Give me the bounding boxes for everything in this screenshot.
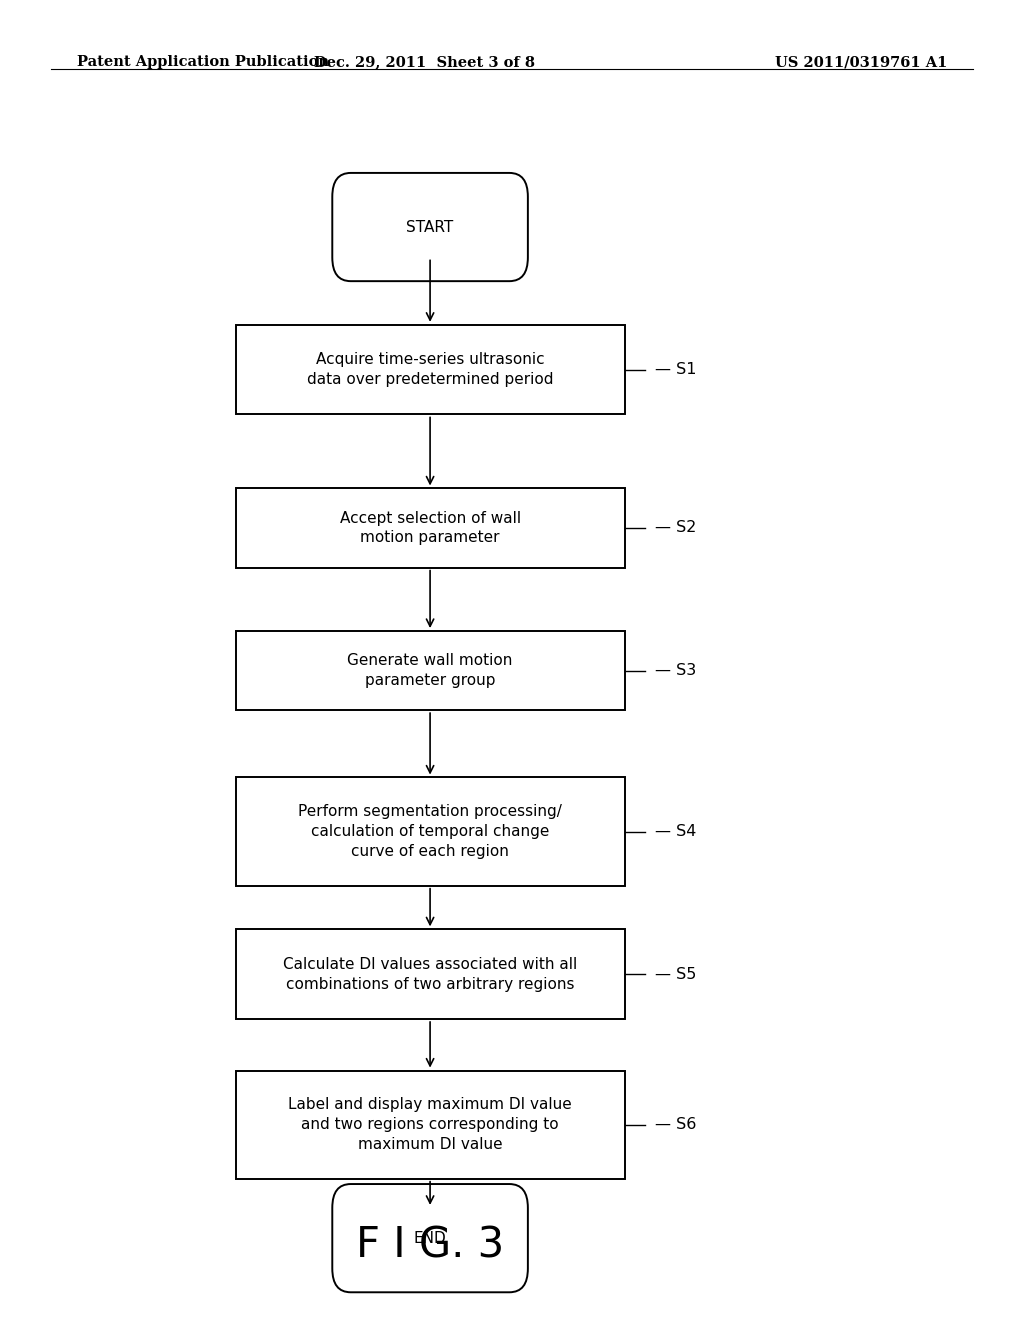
Text: Patent Application Publication: Patent Application Publication [77,55,329,70]
FancyBboxPatch shape [236,325,625,414]
FancyBboxPatch shape [236,631,625,710]
Text: Generate wall motion
parameter group: Generate wall motion parameter group [347,653,513,688]
Text: START: START [407,219,454,235]
Text: Label and display maximum DI value
and two regions corresponding to
maximum DI v: Label and display maximum DI value and t… [288,1097,572,1152]
Text: Dec. 29, 2011  Sheet 3 of 8: Dec. 29, 2011 Sheet 3 of 8 [314,55,536,70]
FancyBboxPatch shape [236,1071,625,1179]
Text: Accept selection of wall
motion parameter: Accept selection of wall motion paramete… [340,511,520,545]
FancyBboxPatch shape [236,929,625,1019]
Text: F I G. 3: F I G. 3 [356,1225,504,1267]
Text: — S1: — S1 [655,362,697,378]
Text: — S3: — S3 [655,663,696,678]
Text: Calculate DI values associated with all
combinations of two arbitrary regions: Calculate DI values associated with all … [283,957,578,991]
Text: — S6: — S6 [655,1117,696,1133]
Text: — S2: — S2 [655,520,696,536]
FancyBboxPatch shape [236,488,625,568]
FancyBboxPatch shape [332,173,528,281]
FancyBboxPatch shape [236,777,625,886]
Text: — S5: — S5 [655,966,696,982]
Text: END: END [414,1230,446,1246]
Text: — S4: — S4 [655,824,696,840]
Text: Acquire time-series ultrasonic
data over predetermined period: Acquire time-series ultrasonic data over… [307,352,553,387]
Text: Perform segmentation processing/
calculation of temporal change
curve of each re: Perform segmentation processing/ calcula… [298,804,562,859]
Text: US 2011/0319761 A1: US 2011/0319761 A1 [775,55,947,70]
FancyBboxPatch shape [332,1184,528,1292]
